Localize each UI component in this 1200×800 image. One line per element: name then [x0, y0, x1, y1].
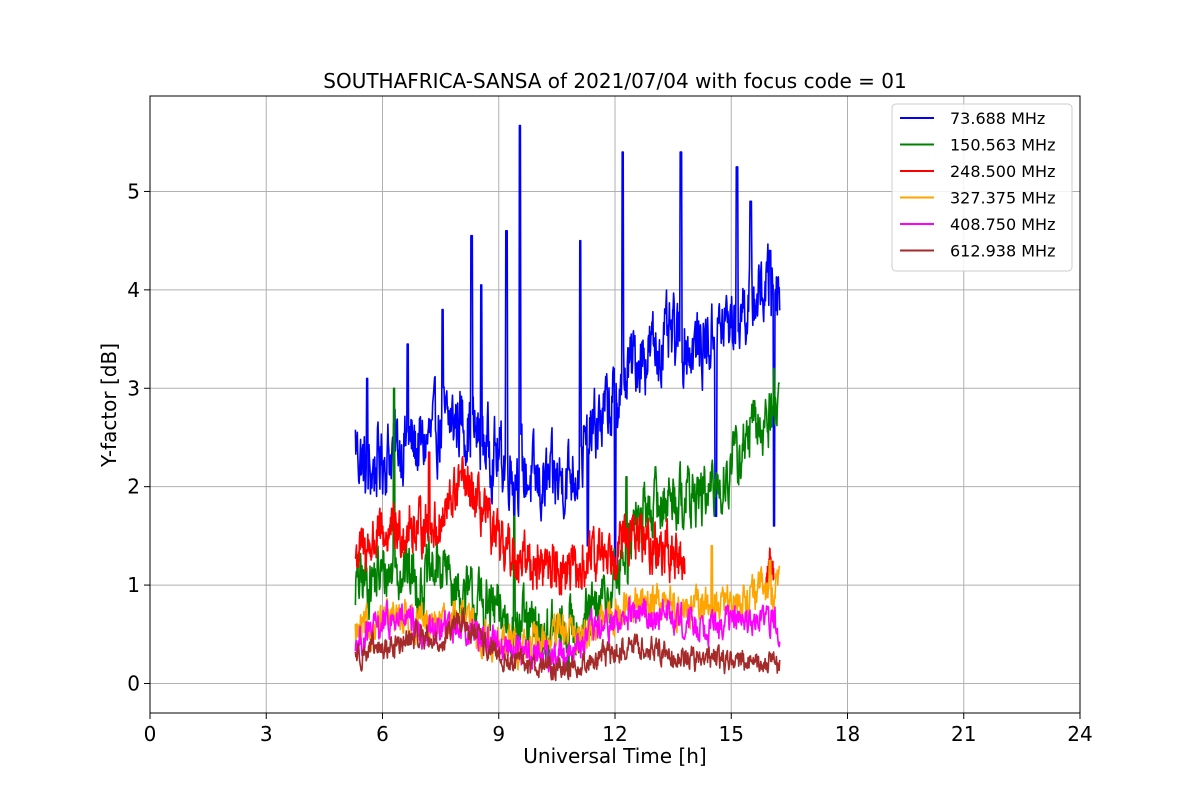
x-tick-label: 21 [951, 722, 976, 746]
chart-title: SOUTHAFRICA-SANSA of 2021/07/04 with foc… [323, 69, 907, 93]
y-tick-label: 2 [127, 475, 140, 499]
y-tick-label: 4 [127, 278, 140, 302]
y-tick-label: 3 [127, 376, 140, 400]
x-tick-label: 0 [144, 722, 157, 746]
series-line-248-500 [354, 451, 686, 596]
legend-label-408-750: 408.750 MHz [950, 215, 1055, 234]
x-axis-label: Universal Time [h] [523, 744, 706, 768]
y-tick-label: 1 [127, 573, 140, 597]
y-tick-label: 0 [127, 671, 140, 695]
x-tick-label: 24 [1067, 722, 1092, 746]
series-line-248-500-tail [765, 546, 775, 594]
y-axis-label: Y-factor [dB] [97, 343, 121, 468]
x-tick-label: 12 [602, 722, 627, 746]
series-line-327-375 [354, 544, 781, 671]
series-line-73-688 [354, 124, 781, 572]
x-tick-label: 3 [260, 722, 273, 746]
series-line-612-938 [354, 607, 781, 682]
legend-label-612-938: 612.938 MHz [950, 242, 1055, 261]
x-tick-label: 9 [492, 722, 505, 746]
legend-label-248-500: 248.500 MHz [950, 162, 1055, 181]
legend-label-150-563: 150.563 MHz [950, 136, 1055, 155]
x-tick-label: 15 [719, 722, 744, 746]
series-layer [354, 124, 781, 682]
legend-label-73-688: 73.688 MHz [950, 109, 1045, 128]
legend-label-327-375: 327.375 MHz [950, 189, 1055, 208]
x-tick-label: 6 [376, 722, 389, 746]
x-tick-label: 18 [835, 722, 860, 746]
legend-box [891, 103, 1073, 272]
y-tick-label: 5 [127, 179, 140, 203]
legend: 73.688 MHz 150.563 MHz 248.500 MHz 327.375 … [891, 103, 1073, 272]
